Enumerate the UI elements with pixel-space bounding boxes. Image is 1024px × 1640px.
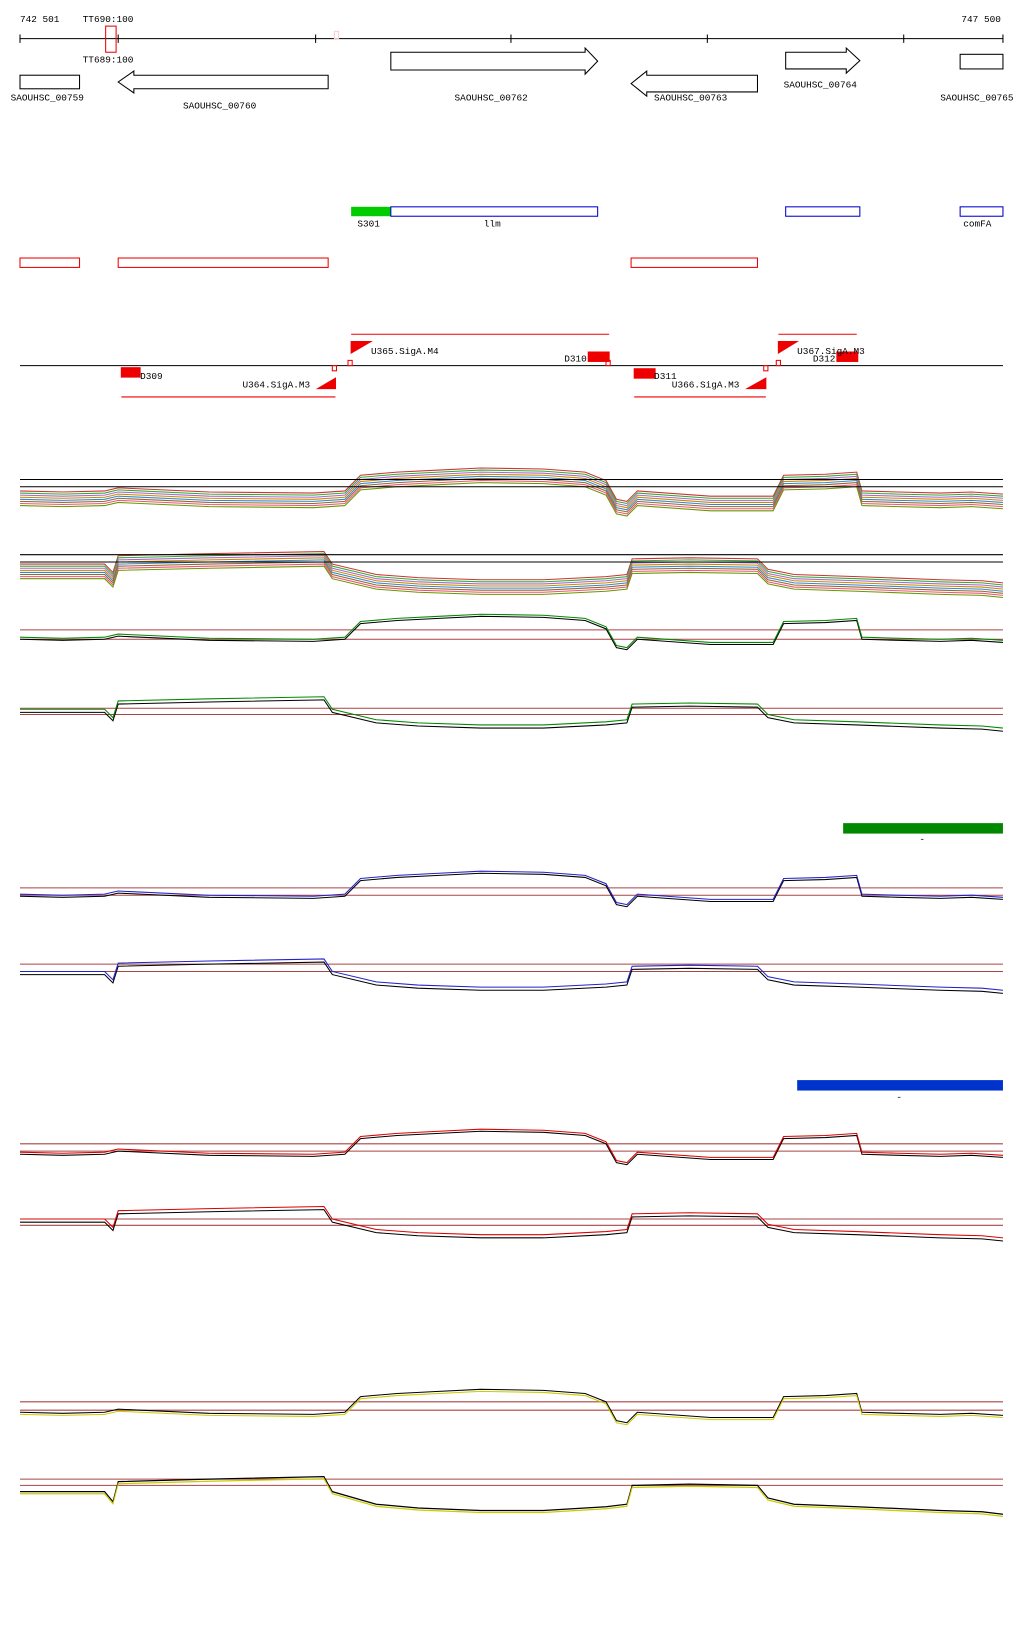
feature-tick — [605, 359, 611, 367]
track-line — [19, 699, 1004, 732]
feature-block — [120, 367, 141, 378]
feature-label: U365.SigA.M4 — [371, 346, 439, 357]
ruler-ticks — [19, 34, 1004, 43]
multi-track — [19, 467, 1004, 599]
annotation-label: llm — [484, 219, 501, 230]
annotation-label: comFA — [963, 219, 992, 230]
gene-label: SAOUHSC_00765 — [940, 92, 1014, 103]
track-line — [19, 482, 1004, 517]
track-line — [19, 872, 1004, 908]
feature-label: D311 — [654, 371, 677, 382]
track-line — [19, 1390, 1004, 1426]
scale-bar — [843, 823, 1003, 834]
feature-tick — [763, 365, 769, 372]
track-line — [19, 613, 1004, 649]
gene-label: SAOUHSC_00764 — [784, 80, 858, 91]
track-line — [19, 1205, 1004, 1239]
gene-label: SAOUHSC_00759 — [11, 92, 84, 103]
ruler-marker — [333, 30, 340, 40]
gene-arrow — [117, 70, 329, 94]
terminator-label: TT689:100 — [83, 55, 134, 66]
feature-label: D309 — [140, 371, 163, 382]
gene-label: SAOUHSC_00763 — [654, 92, 728, 103]
scale-mark: - — [919, 834, 925, 845]
feature-label: D312 — [813, 353, 836, 364]
ruler-start: 742 501 — [20, 14, 60, 25]
gene-arrow — [785, 46, 861, 75]
gene-label: SAOUHSC_00762 — [455, 92, 528, 103]
feature-tick — [775, 359, 781, 367]
paired-tracks: - - — [19, 613, 1004, 1517]
track-line — [19, 1130, 1004, 1166]
annotation-box — [959, 206, 1004, 217]
gene-label: SAOUHSC_00760 — [183, 101, 257, 112]
red-box — [19, 257, 81, 268]
terminator — [105, 25, 117, 53]
feature-flag — [745, 377, 767, 390]
feature-block — [836, 351, 859, 362]
gene-arrow — [390, 46, 599, 76]
feature-flag — [777, 341, 800, 355]
red-box — [630, 257, 758, 268]
annotation-box — [351, 206, 391, 217]
scale-mark: - — [896, 1092, 902, 1103]
terminator-label: TT690:100 — [83, 14, 134, 25]
red-box — [117, 257, 329, 268]
track-line — [19, 1388, 1004, 1424]
annotation-box — [390, 206, 599, 217]
track-line — [19, 1128, 1004, 1164]
feature-flag — [315, 377, 336, 390]
feature-tick — [347, 359, 353, 367]
track-line — [19, 615, 1004, 651]
feature-flag — [350, 341, 373, 354]
track-line — [19, 479, 1004, 515]
feature-label: D310 — [564, 353, 587, 364]
ruler-end: 747 500 — [961, 14, 1001, 25]
feature-tick — [331, 365, 338, 372]
track-line — [19, 961, 1004, 994]
feature-label: U366.SigA.M3 — [672, 380, 740, 391]
ruler: 742 501 747 500 — [19, 14, 1004, 43]
feature-block — [633, 368, 656, 379]
annotation-box — [785, 206, 861, 217]
gene — [19, 74, 81, 90]
gene — [959, 53, 1004, 70]
scale-bar — [797, 1080, 1003, 1091]
feature-block — [587, 351, 610, 362]
track-line — [19, 696, 1004, 729]
feature-label: U364.SigA.M3 — [242, 380, 310, 391]
feature-label: U367.SigA.M3 — [797, 346, 865, 357]
annotation-label: S301 — [357, 219, 380, 230]
gene-arrow — [630, 69, 758, 98]
